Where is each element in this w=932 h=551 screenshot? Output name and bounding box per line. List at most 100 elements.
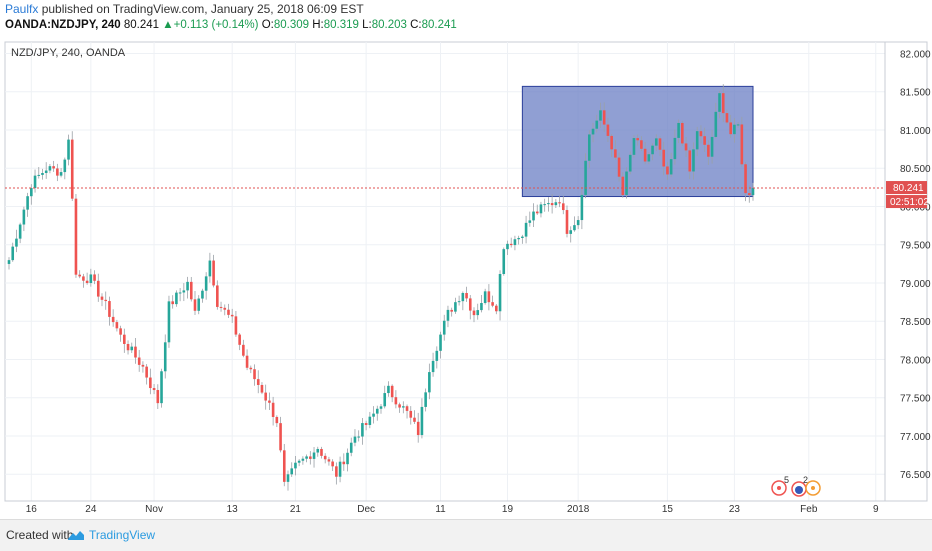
- candle-body: [532, 211, 535, 221]
- candle-body: [11, 246, 15, 261]
- candle-body: [44, 170, 48, 174]
- candle-body: [688, 150, 692, 172]
- candle-body: [152, 388, 156, 391]
- y-tick-label: 78.000: [900, 355, 931, 366]
- candle-body: [264, 392, 267, 401]
- candle-body: [286, 474, 290, 482]
- candle-body: [640, 140, 643, 149]
- price-chart[interactable]: 82.00081.50081.00080.50080.00079.50079.0…: [0, 38, 932, 518]
- x-tick-label: 11: [435, 504, 446, 515]
- candle-body: [349, 442, 353, 453]
- candle-body: [509, 243, 513, 246]
- candle-body: [569, 230, 573, 234]
- chart-title: NZD/JPY, 240, OANDA: [11, 47, 126, 59]
- candle-body: [394, 397, 398, 405]
- candle-body: [309, 456, 312, 459]
- candle-body: [331, 461, 334, 467]
- candle-body: [561, 203, 565, 211]
- candle-body: [588, 134, 591, 161]
- candle-body: [651, 145, 654, 155]
- candle-body: [595, 120, 599, 129]
- y-tick-label: 82.000: [900, 49, 931, 60]
- candle-body: [312, 452, 316, 459]
- change-arrow-icon: ▲: [162, 19, 174, 31]
- candle-body: [491, 302, 494, 306]
- candle-body: [416, 421, 420, 436]
- candle-body: [67, 139, 70, 160]
- candle-body: [111, 316, 115, 323]
- candle-body: [227, 309, 230, 315]
- last-price: 80.241: [123, 19, 160, 31]
- candles: [7, 84, 755, 491]
- candle-body: [718, 93, 721, 112]
- candle-body: [37, 174, 41, 176]
- candle-body: [30, 188, 33, 197]
- candle-body: [163, 342, 167, 372]
- event-count: 5: [784, 475, 789, 485]
- candle-body: [677, 122, 680, 138]
- low-value: 80.203: [371, 19, 407, 31]
- candle-body: [323, 455, 327, 460]
- candle-body: [368, 416, 372, 425]
- candle-body: [454, 302, 457, 312]
- candle-body: [625, 171, 628, 196]
- candle-body: [193, 299, 197, 311]
- candle-body: [465, 292, 468, 299]
- candle-body: [56, 168, 59, 176]
- open-value: 80.309: [273, 19, 310, 31]
- candle-body: [409, 410, 413, 418]
- author-link[interactable]: Paulfx: [5, 2, 39, 16]
- candle-body: [692, 149, 695, 172]
- candle-body: [316, 448, 320, 453]
- candle-body: [290, 468, 294, 475]
- flag-icon: [795, 486, 803, 494]
- low-label: L:: [362, 19, 372, 31]
- candle-body: [606, 124, 610, 136]
- candle-body: [338, 461, 342, 477]
- candle-body: [547, 203, 550, 205]
- candle-body: [41, 173, 44, 175]
- candle-body: [268, 400, 271, 403]
- candle-body: [468, 298, 472, 311]
- candle-body: [234, 316, 238, 335]
- x-tick-label: Feb: [800, 504, 818, 515]
- candle-body: [327, 459, 331, 462]
- candle-body: [279, 423, 282, 451]
- candle-body: [305, 456, 308, 459]
- price-axis[interactable]: 82.00081.50081.00080.50080.00079.50079.0…: [900, 49, 931, 481]
- tradingview-brand-link[interactable]: TradingView: [89, 528, 156, 542]
- candle-body: [156, 390, 160, 404]
- candle-body: [424, 392, 427, 407]
- event-markers[interactable]: 5 2: [771, 475, 821, 497]
- candle-body: [736, 124, 740, 126]
- candle-body: [472, 310, 476, 316]
- candle-body: [740, 124, 744, 165]
- candle-body: [439, 334, 442, 351]
- candle-body: [160, 371, 163, 404]
- candle-body: [126, 343, 130, 351]
- candle-body: [7, 260, 11, 264]
- candle-body: [714, 111, 718, 137]
- time-axis[interactable]: 16 24 Nov 13 21 Dec 11 19 2018 15 23 Feb 9: [26, 504, 879, 515]
- x-tick-label: 15: [662, 504, 674, 515]
- candle-body: [643, 148, 647, 162]
- candle-body: [186, 281, 189, 291]
- candle-body: [201, 290, 204, 299]
- y-tick-label: 79.000: [900, 279, 931, 290]
- countdown-tag-text: 02:51:02: [890, 197, 929, 208]
- candle-body: [543, 204, 546, 206]
- candle-body: [297, 460, 301, 463]
- candle-body: [398, 404, 401, 408]
- candle-body: [487, 291, 491, 303]
- candle-body: [461, 292, 465, 302]
- candle-body: [104, 299, 108, 302]
- candle-body: [372, 413, 375, 417]
- event-dot-icon: [777, 486, 781, 490]
- x-tick-label: 19: [502, 504, 514, 515]
- candle-body: [405, 406, 409, 411]
- candle-body: [476, 310, 480, 316]
- candle-body: [610, 135, 613, 150]
- candle-body: [85, 280, 89, 284]
- candle-body: [96, 280, 100, 297]
- candle-body: [48, 166, 52, 171]
